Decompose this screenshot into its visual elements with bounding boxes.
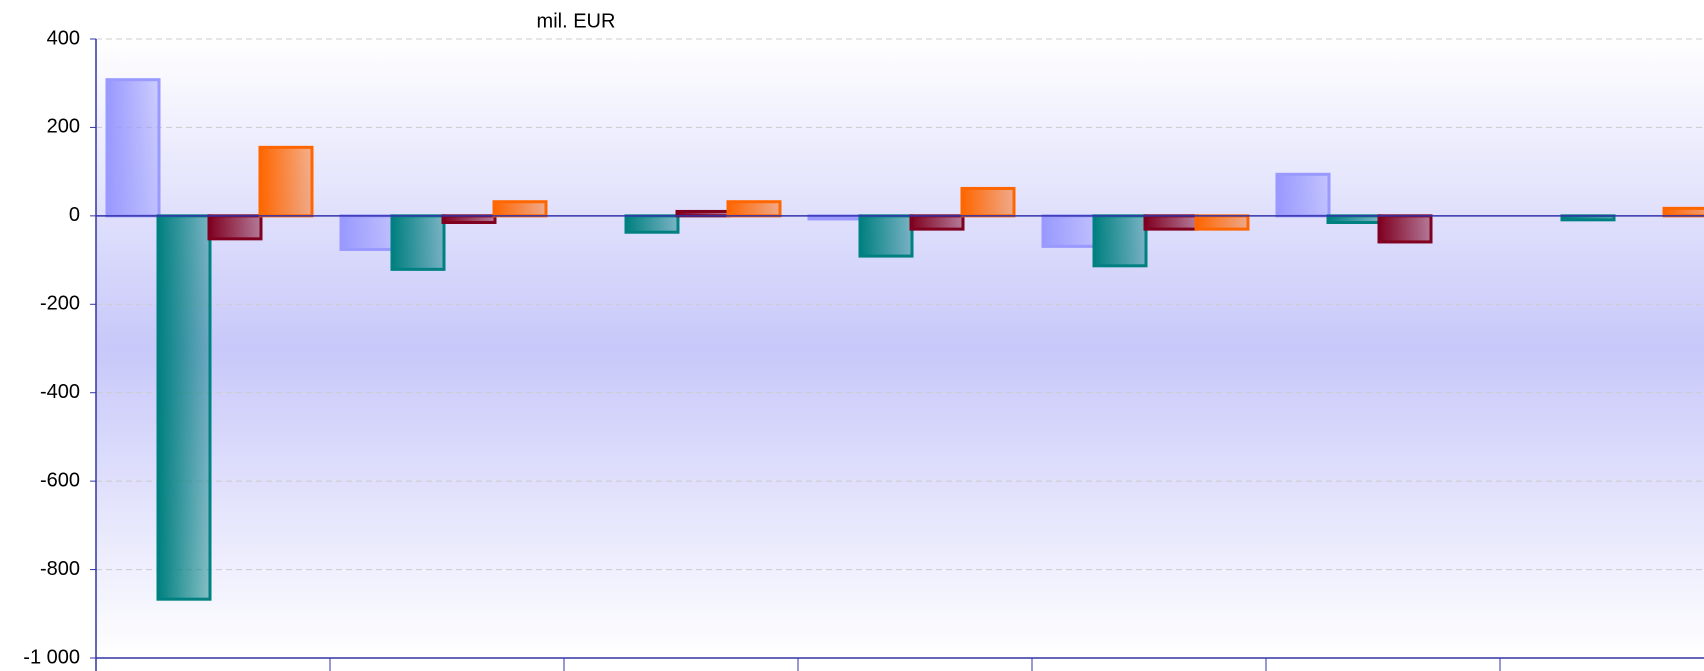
bar	[1041, 214, 1097, 248]
bar	[1194, 214, 1250, 231]
y-tick-label: 0	[69, 204, 80, 226]
bar	[492, 200, 548, 218]
bar	[858, 214, 914, 258]
y-tick-label: 200	[47, 116, 80, 138]
y-tick-label: 400	[47, 27, 80, 49]
y-tick-label: -800	[40, 558, 80, 580]
plot-background	[96, 39, 1704, 658]
bar	[1275, 172, 1331, 218]
bar	[1662, 206, 1704, 218]
y-tick-label: -1 000	[23, 646, 80, 668]
bar	[156, 214, 212, 601]
bar	[441, 214, 497, 224]
bar	[624, 214, 680, 234]
bar	[1092, 214, 1148, 268]
bar	[726, 200, 782, 218]
bar	[1326, 214, 1382, 224]
chart-title: mil. EUR	[537, 10, 616, 32]
bar	[207, 214, 263, 241]
bar	[105, 78, 161, 218]
y-tick-label: -200	[40, 293, 80, 315]
bar	[339, 214, 395, 251]
bar	[390, 214, 446, 271]
y-tick-label: -600	[40, 469, 80, 491]
bar	[258, 145, 314, 218]
y-tick-label: -400	[40, 381, 80, 403]
bar	[909, 214, 965, 231]
bar	[1377, 214, 1433, 244]
bar	[960, 186, 1016, 218]
bar	[1143, 214, 1199, 231]
